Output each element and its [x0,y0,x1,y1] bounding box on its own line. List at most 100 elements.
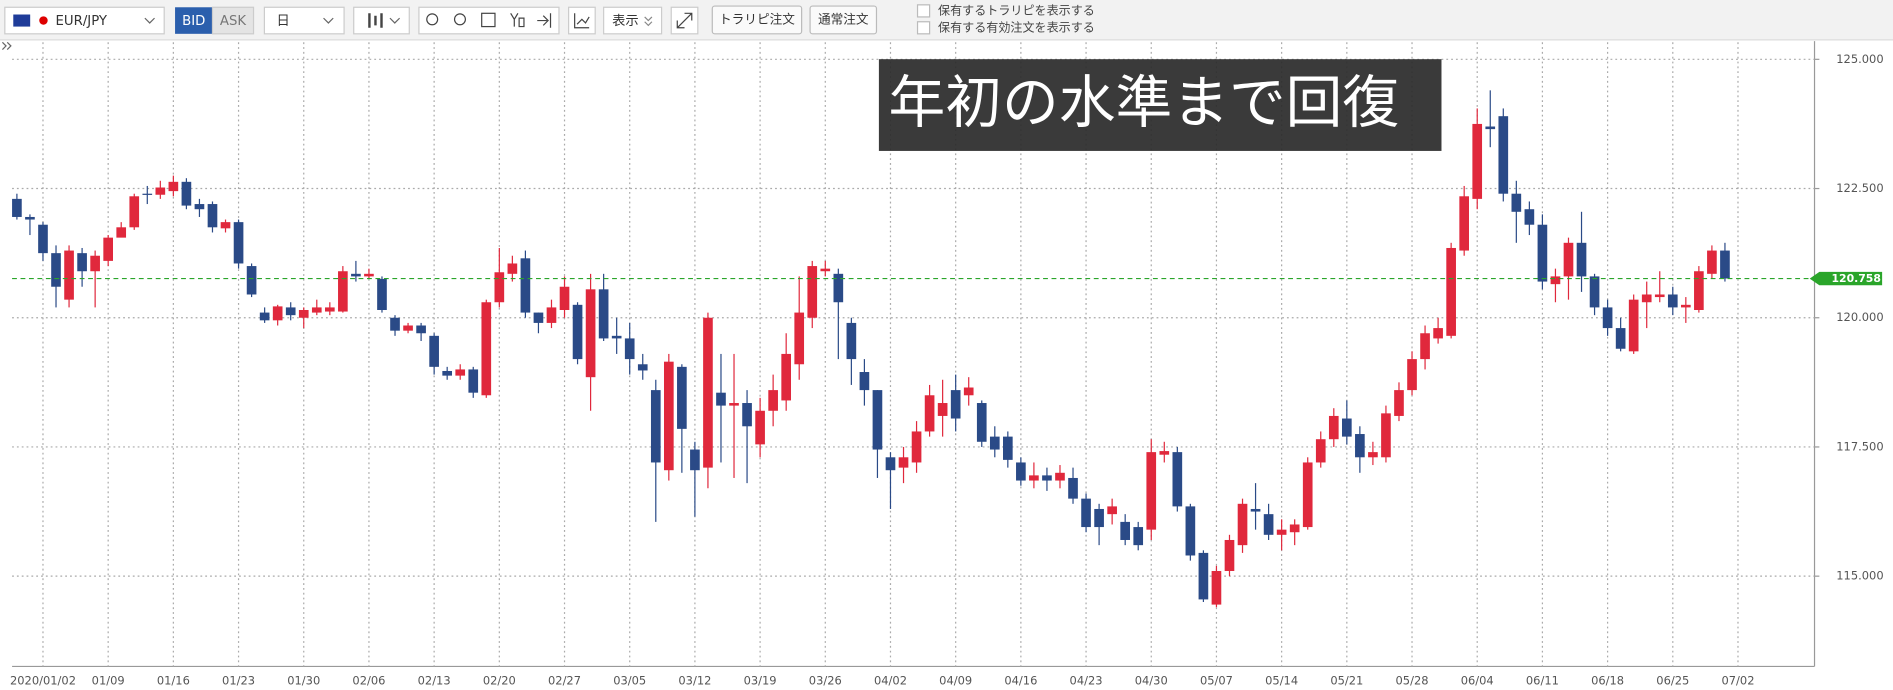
candle-body [546,307,557,323]
candle-body [598,289,609,339]
x-tick-label: 05/07 [1200,673,1233,687]
candle-body [768,390,778,411]
candle-body [1055,472,1065,481]
ask-button[interactable] [211,6,255,35]
indicator-icon [574,13,590,29]
candle-body [207,204,218,228]
bid-button[interactable] [175,7,213,34]
candle-body [220,222,231,229]
candle-body [338,271,348,312]
candle-body [742,403,752,427]
candle-body [1094,508,1104,528]
candle-body [1003,436,1013,460]
x-tick-label: 04/23 [1070,673,1103,687]
candle-body [481,302,492,396]
candle-body [898,457,909,468]
normal-order-button[interactable] [809,5,878,35]
candle-body [233,222,244,264]
candle-body [585,289,596,378]
caret [644,16,653,27]
y-tick-label: 120.000 [1836,310,1883,324]
candle-body [820,268,831,272]
candle-body [38,224,48,254]
candle-body [872,390,883,450]
x-tick-label: 2020/01/02 [10,673,76,687]
candle-body [924,395,935,432]
candle-body [1159,451,1170,455]
ask-label: ASK [220,14,246,29]
lock[interactable] [510,12,525,28]
indicator-button[interactable] [568,6,596,35]
candle-body [364,273,374,277]
y-tick-label: 115.000 [1836,569,1883,583]
candle-body [403,325,413,331]
candle-body [1550,276,1561,285]
candle-body [1172,452,1183,507]
candle-body [64,250,74,300]
candle-body [455,369,466,376]
candle-body [1537,224,1548,282]
candle-body [833,273,844,303]
symbol-select[interactable]: EUR/JPY [4,6,165,35]
candle-body [1120,521,1131,540]
candle-body [1563,242,1574,277]
candle-body [1185,506,1196,556]
fit[interactable] [481,12,496,28]
candle-body [611,335,622,339]
candle-body [1276,529,1287,535]
candle-body [298,309,309,318]
x-tick-label: 06/25 [1656,673,1689,687]
checkbox[interactable] [916,4,931,18]
x-tick-label: 03/05 [613,673,646,687]
candle-body [989,436,1000,450]
candle-body [729,403,739,406]
candle-body [572,304,583,360]
zoom-out[interactable] [453,13,467,26]
normal-order-label: 通常注文 [818,11,869,26]
tool-icons[interactable] [418,6,560,35]
candle-icon [368,13,383,28]
candle-body [1107,506,1117,515]
zoom-in[interactable] [426,13,439,26]
candle-body [1211,570,1222,605]
candle-body [1589,276,1600,308]
candle-body [1420,333,1430,360]
candle-body [494,272,505,303]
x-tick-label: 01/30 [287,673,320,687]
candle-body [1368,452,1378,458]
candle-body [1224,539,1235,571]
display-button[interactable] [603,6,663,35]
candle-body [1342,418,1352,437]
candle-body [1720,250,1730,279]
candle-body [559,286,570,310]
candle-body [1394,390,1404,416]
caret [389,17,401,24]
candle-body [1641,294,1652,303]
candle-body [716,392,726,406]
candle-body [663,361,674,471]
candle-body [859,372,870,391]
last-price-tag [1809,271,1883,286]
candle-body [442,370,453,376]
candle-body [468,369,479,393]
x-tick-label: 04/16 [1004,673,1037,687]
x-tick-label: 03/26 [809,673,842,687]
candle-body [520,258,531,313]
traripi-order-button[interactable] [711,5,803,35]
x-tick-label: 02/27 [548,673,581,687]
candle-body [1667,294,1678,308]
expand-icon [676,12,693,29]
candle-body [390,317,400,331]
candle-body [1628,299,1639,352]
checkbox[interactable] [916,21,931,35]
candle-body [168,181,179,192]
candle-body [781,353,792,401]
side-toggle[interactable] [1,41,12,50]
candle-body [1615,328,1626,349]
candle-body [311,307,322,313]
candle-body [976,403,987,442]
x-tick-label: 05/21 [1330,673,1363,687]
goto-last[interactable] [537,13,552,28]
candle-body [1198,552,1209,600]
